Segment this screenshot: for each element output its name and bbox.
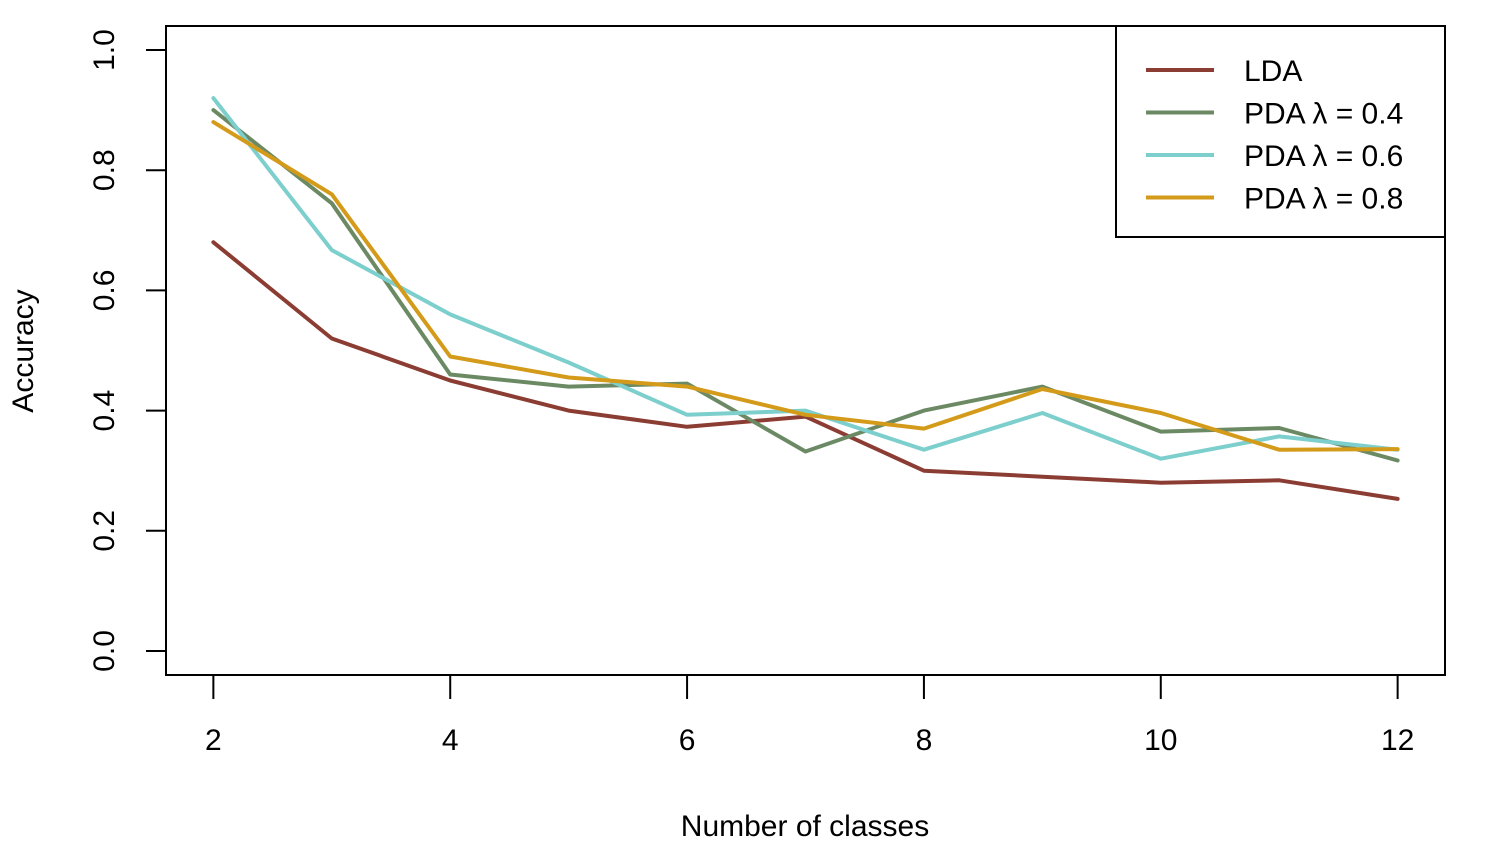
series-line-3 — [211, 120, 1400, 452]
y-axis-label: Accuracy — [7, 289, 40, 412]
y-tick-label: 0.2 — [88, 510, 121, 552]
y-axis: 0.0 0.2 0.4 0.6 0.8 1.0 — [88, 29, 167, 672]
series-line-2 — [211, 96, 1400, 461]
legend-box — [1115, 25, 1446, 238]
x-tick-label: 2 — [205, 724, 222, 757]
y-tick-label: 1.0 — [88, 29, 121, 71]
x-tick-label: 8 — [916, 724, 933, 757]
legend: LDA PDA λ = 0.4 PDA λ = 0.6 PDA λ = 0.8 — [1115, 25, 1446, 238]
legend-label: PDA λ = 0.8 — [1244, 183, 1403, 216]
x-tick-label: 4 — [442, 724, 459, 757]
y-tick-label: 0.6 — [88, 270, 121, 312]
x-axis: 2 4 6 8 10 12 — [205, 674, 1414, 757]
x-tick-label: 12 — [1381, 724, 1414, 757]
y-tick-label: 0.8 — [88, 149, 121, 191]
legend-label: PDA λ = 0.6 — [1244, 140, 1403, 173]
x-axis-label: Number of classes — [681, 810, 929, 843]
x-tick-label: 10 — [1144, 724, 1177, 757]
legend-label: LDA — [1244, 55, 1302, 88]
legend-label: PDA λ = 0.4 — [1244, 98, 1403, 131]
series-line-1 — [211, 108, 1400, 463]
x-tick-label: 6 — [679, 724, 696, 757]
y-tick-label: 0.0 — [88, 630, 121, 672]
series-layer — [211, 96, 1400, 501]
y-tick-label: 0.4 — [88, 390, 121, 432]
